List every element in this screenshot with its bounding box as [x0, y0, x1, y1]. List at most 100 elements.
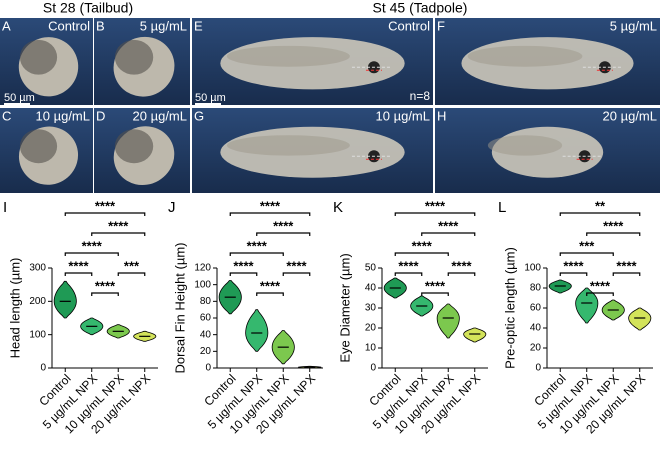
y-tick-label: 10 — [365, 343, 377, 354]
photo-letter: B — [96, 18, 105, 33]
significance-bracket — [394, 272, 423, 276]
significance-label: **** — [563, 258, 584, 273]
embryo-shade — [114, 129, 154, 164]
significance-bracket — [421, 232, 476, 236]
significance-label: ** — [595, 198, 606, 213]
photo-letter: C — [2, 108, 11, 123]
y-tick-label: 40 — [365, 283, 377, 294]
y-tick-label: 40 — [530, 323, 542, 334]
y-tick-label: 0 — [535, 363, 541, 374]
significance-label: **** — [233, 258, 254, 273]
panel-letter: L — [498, 199, 506, 216]
y-tick-label: 30 — [365, 303, 377, 314]
violin — [575, 287, 599, 324]
significance-bracket — [117, 272, 146, 276]
photo-label: 20 µg/mL — [133, 108, 187, 123]
significance-bracket — [394, 212, 476, 216]
y-tick-label: 20 — [365, 323, 377, 334]
violin — [463, 327, 487, 343]
embryo-shade — [226, 45, 350, 67]
y-tick-label: 80 — [530, 283, 542, 294]
y-tick-label: 0 — [205, 363, 211, 374]
significance-label: **** — [438, 218, 459, 233]
photo-letter: H — [437, 108, 446, 123]
significance-bracket — [394, 252, 449, 256]
panel-letter: J — [168, 199, 176, 216]
y-axis-label: Dorsal Fin Height (µm) — [172, 242, 187, 373]
photo-label: 5 µg/mL — [140, 18, 187, 33]
significance-label: **** — [603, 218, 624, 233]
significance-label: **** — [451, 258, 472, 273]
significance-label: **** — [412, 238, 433, 253]
left-title: St 28 (Tailbud) — [43, 0, 133, 16]
significance-bracket — [91, 232, 146, 236]
significance-bracket — [64, 272, 93, 276]
significance-bracket — [559, 272, 588, 276]
photo-label: Control — [388, 18, 430, 33]
significance-bracket — [64, 252, 119, 256]
y-tick-label: 100 — [194, 279, 211, 290]
significance-bracket — [586, 292, 614, 296]
significance-bracket — [282, 272, 311, 276]
significance-label: **** — [286, 258, 307, 273]
significance-label: **** — [82, 238, 103, 253]
photo-label: 10 µg/mL — [376, 108, 430, 123]
significance-label: **** — [260, 278, 281, 293]
significance-bracket — [559, 252, 614, 256]
embryo-shade — [19, 39, 58, 75]
photo-label: 10 µg/mL — [36, 108, 90, 123]
y-tick-label: 80 — [200, 296, 212, 307]
significance-label: **** — [425, 198, 446, 213]
significance-bracket — [421, 292, 449, 296]
y-tick-label: 0 — [370, 363, 376, 374]
significance-label: **** — [95, 198, 116, 213]
significance-bracket — [229, 212, 311, 216]
scale-bar-label: 50 µm — [4, 92, 35, 104]
right-title: St 45 (Tadpole) — [373, 0, 468, 16]
y-axis-label: Eye Diameter (µm) — [337, 253, 352, 362]
photo-label: 5 µg/mL — [610, 18, 657, 33]
y-tick-label: 20 — [530, 343, 542, 354]
y-tick-label: 100 — [29, 329, 46, 340]
scale-bar-label: 50 µm — [195, 92, 226, 104]
significance-label: **** — [95, 278, 116, 293]
significance-bracket — [612, 272, 641, 276]
y-tick-label: 20 — [200, 346, 212, 357]
significance-bracket — [559, 212, 641, 216]
photo-letter: F — [437, 18, 445, 33]
significance-label: **** — [108, 218, 129, 233]
significance-bracket — [64, 212, 146, 216]
significance-bracket — [256, 292, 284, 296]
embryo-shade — [226, 135, 350, 156]
y-tick-label: 0 — [40, 363, 46, 374]
embryo-shade — [114, 39, 154, 75]
y-axis-label: Pre-optic length (µm) — [502, 247, 517, 369]
violin — [628, 307, 652, 331]
embryo-shade — [467, 45, 583, 67]
significance-bracket — [256, 232, 311, 236]
significance-label: *** — [579, 238, 595, 253]
significance-label: **** — [68, 258, 89, 273]
photo-label: Control — [48, 18, 90, 33]
significance-label: **** — [425, 278, 446, 293]
panel-letter: I — [3, 199, 7, 216]
photo-letter: D — [96, 108, 105, 123]
significance-bracket — [447, 272, 476, 276]
significance-label: *** — [124, 258, 140, 273]
panel-letter: K — [333, 199, 343, 216]
violin — [436, 303, 460, 339]
photo-label: 20 µg/mL — [603, 108, 657, 123]
significance-label: **** — [398, 258, 419, 273]
violin — [245, 309, 269, 352]
y-tick-label: 300 — [29, 263, 46, 274]
y-tick-label: 60 — [200, 313, 212, 324]
y-tick-label: 40 — [200, 329, 212, 340]
photo-letter: G — [194, 108, 204, 123]
significance-bracket — [91, 292, 119, 296]
significance-label: **** — [616, 258, 637, 273]
embryo-shade — [487, 135, 563, 156]
significance-bracket — [586, 232, 641, 236]
significance-label: **** — [273, 218, 294, 233]
